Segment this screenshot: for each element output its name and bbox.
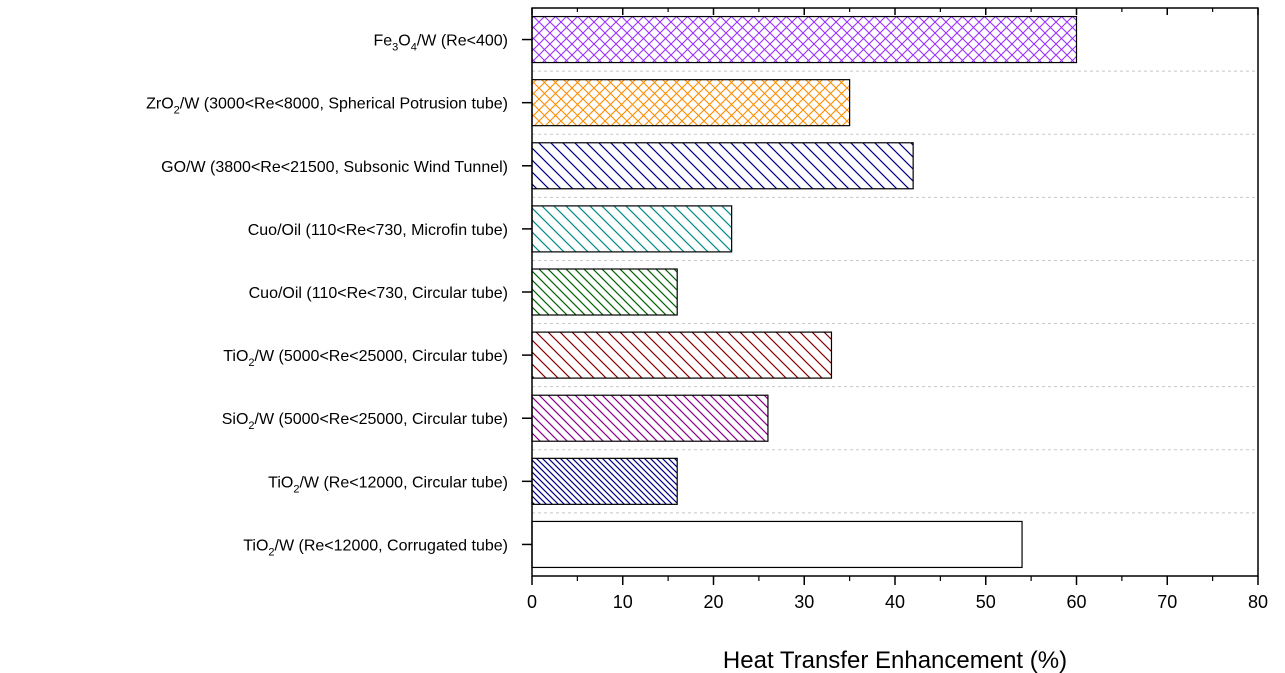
category-label: TiO2/W (Re<12000, Circular tube) bbox=[268, 474, 508, 495]
x-tick-label: 0 bbox=[527, 592, 537, 612]
category-label: Cuo/Oil (110<Re<730, Circular tube) bbox=[249, 285, 508, 302]
bar bbox=[531, 205, 733, 253]
y-ticks bbox=[522, 38, 532, 546]
bar bbox=[531, 15, 1078, 64]
x-tick-label: 60 bbox=[1066, 592, 1086, 612]
bar bbox=[531, 79, 851, 127]
x-tick-label: 80 bbox=[1248, 592, 1268, 612]
bars bbox=[531, 15, 1078, 569]
bar bbox=[531, 142, 914, 190]
category-label: GO/W (3800<Re<21500, Subsonic Wind Tunne… bbox=[161, 159, 508, 176]
category-label: TiO2/W (5000<Re<25000, Circular tube) bbox=[223, 348, 508, 369]
grid-lines bbox=[532, 70, 1258, 514]
bar bbox=[531, 268, 678, 316]
category-label: SiO2/W (5000<Re<25000, Circular tube) bbox=[222, 411, 508, 432]
category-labels: Fe3O4/W (Re<400) ZrO2/W (3000<Re<8000, Sp… bbox=[146, 33, 508, 559]
x-tick-label: 10 bbox=[613, 592, 633, 612]
x-tick-label: 70 bbox=[1157, 592, 1177, 612]
x-ticks: 0 10 20 30 40 50 60 70 80 bbox=[527, 8, 1268, 612]
x-tick-label: 20 bbox=[703, 592, 723, 612]
category-label: TiO2/W (Re<12000, Corrugated tube) bbox=[243, 537, 508, 558]
x-tick-label: 50 bbox=[976, 592, 996, 612]
bar bbox=[531, 457, 678, 505]
category-label: Fe3O4/W (Re<400) bbox=[373, 33, 508, 54]
category-label: Cuo/Oil (110<Re<730, Microfin tube) bbox=[248, 222, 508, 239]
bar bbox=[531, 394, 769, 442]
bar bbox=[531, 520, 1023, 569]
category-label: ZrO2/W (3000<Re<8000, Spherical Potrusio… bbox=[146, 96, 508, 117]
x-tick-label: 40 bbox=[885, 592, 905, 612]
x-tick-label: 30 bbox=[794, 592, 814, 612]
x-axis-title: Heat Transfer Enhancement (%) bbox=[723, 647, 1067, 673]
bar bbox=[531, 331, 833, 379]
